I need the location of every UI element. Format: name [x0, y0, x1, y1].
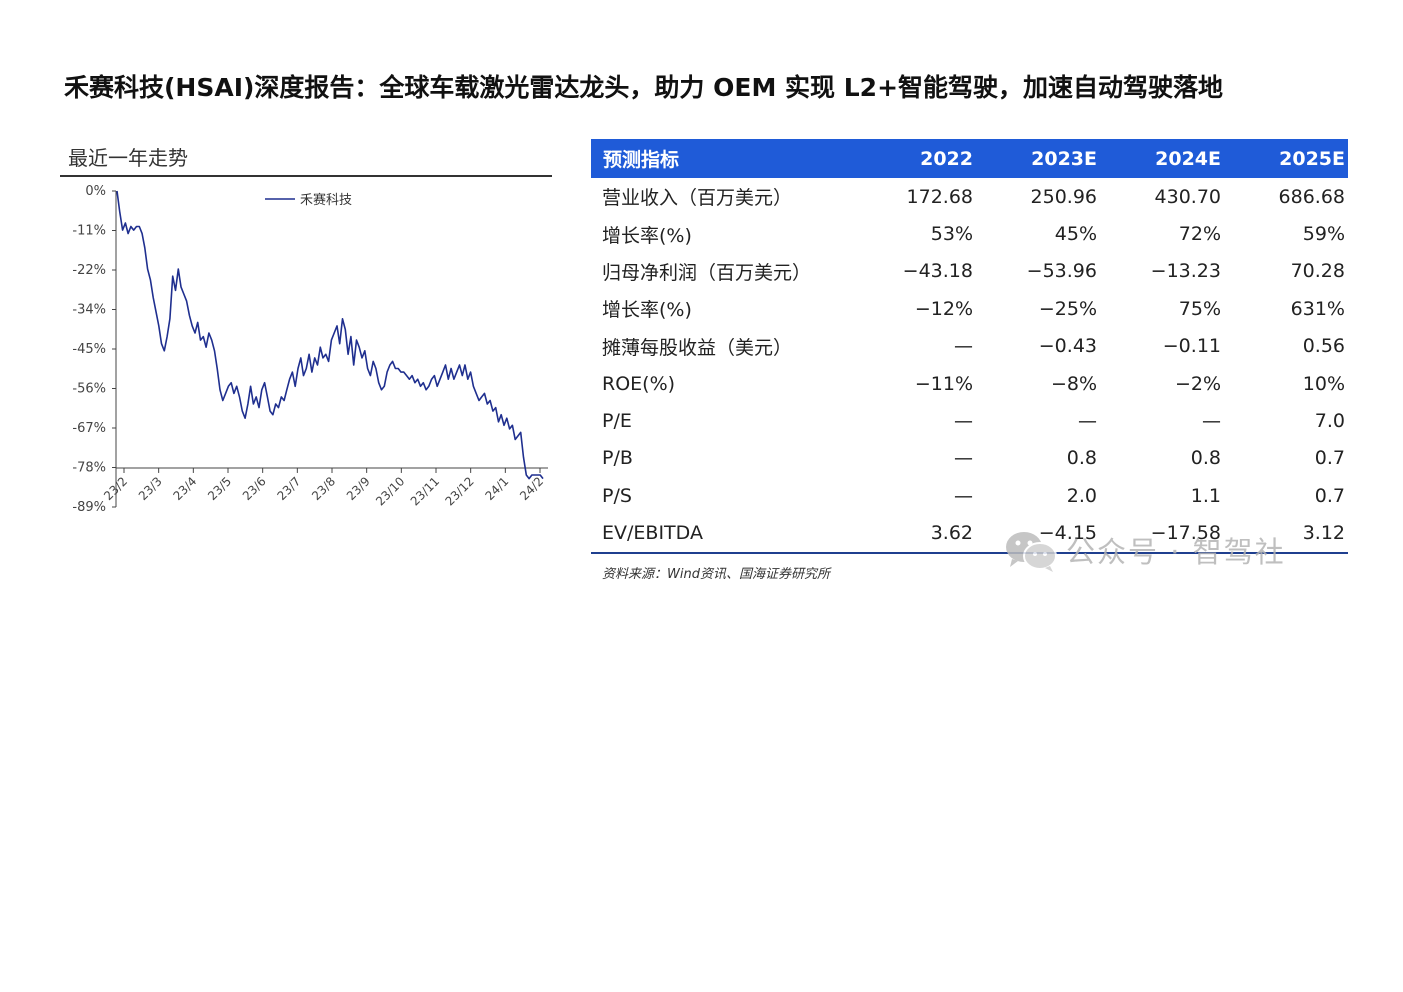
table-row: 营业收入（百万美元） 172.68 250.96 430.70 686.68	[591, 178, 1348, 215]
watermark: 公众号 · 智驾社	[1004, 527, 1344, 573]
x-tick-label: 24/2	[517, 474, 546, 503]
y-tick-label: -22%	[72, 263, 106, 278]
chart-title-divider	[60, 175, 552, 177]
y-tick-label: -34%	[72, 303, 106, 318]
x-tick-label: 23/8	[309, 474, 338, 503]
table-cell: 172.68	[906, 185, 973, 208]
table-cell: −8%	[1050, 372, 1097, 395]
table-cell: −2%	[1174, 372, 1221, 395]
y-tick-label: -45%	[72, 342, 106, 357]
table-row: P/S — 2.0 1.1 0.7	[591, 477, 1348, 514]
table-cell: 430.70	[1154, 185, 1221, 208]
legend-label: 禾赛科技	[300, 192, 352, 208]
series-line-0	[116, 190, 544, 480]
table-cell: 0.7	[1314, 447, 1345, 470]
x-tick-label: 23/10	[373, 474, 407, 508]
forecast-table-header: 预测指标 2022 2023E 2024E 2025E	[591, 139, 1348, 178]
x-tick-label: 23/6	[240, 474, 269, 503]
row-label: ROE(%)	[602, 372, 676, 395]
y-tick-label: -78%	[72, 461, 106, 476]
table-cell: —	[1078, 410, 1097, 433]
row-label: 增长率(%)	[602, 224, 692, 247]
header-indicator: 预测指标	[591, 139, 859, 178]
row-label: 归母净利润（百万美元）	[602, 261, 812, 284]
table-cell: 45%	[1054, 223, 1097, 246]
table-cell: −11%	[914, 372, 973, 395]
table-cell: 7.0	[1314, 410, 1345, 433]
table-cell: 70.28	[1290, 260, 1345, 283]
table-cell: 72%	[1178, 223, 1221, 246]
y-tick-label: -67%	[72, 421, 106, 436]
table-cell: −0.43	[1038, 335, 1097, 358]
header-year: 2024E	[1100, 139, 1224, 178]
y-tick-label: -11%	[72, 224, 106, 239]
row-label: 增长率(%)	[602, 299, 692, 322]
table-cell: −43.18	[902, 260, 973, 283]
row-label: 营业收入（百万美元）	[602, 187, 793, 210]
table-cell: 10%	[1302, 372, 1345, 395]
stock-trend-chart-panel: 最近一年走势 0% -11% -22% -34% -45% -56% -67% -78% -89…	[60, 138, 552, 528]
table-cell: 53%	[930, 223, 973, 246]
table-row: 增长率(%) −12% −25% 75% 631%	[591, 290, 1348, 327]
table-cell: 1.1	[1190, 484, 1221, 507]
table-row: 增长率(%) 53% 45% 72% 59%	[591, 215, 1348, 252]
header-year: 2022	[859, 139, 976, 178]
row-label: P/B	[602, 447, 633, 470]
table-cell: —	[954, 335, 973, 358]
row-label: 摊薄每股收益（美元）	[602, 336, 793, 359]
y-tick-label: -89%	[72, 500, 106, 515]
table-cell: 3.12	[1224, 514, 1348, 554]
chart-title: 最近一年走势	[68, 146, 188, 170]
table-row: ROE(%) −11% −8% −2% 10%	[591, 365, 1348, 402]
x-tick-label: 23/11	[408, 474, 442, 508]
y-tick-label: 0%	[85, 184, 106, 199]
table-cell: 0.8	[1190, 447, 1221, 470]
table-cell: 75%	[1178, 297, 1221, 320]
table-cell: −17.58	[1100, 514, 1224, 554]
table-cell: 631%	[1290, 297, 1345, 320]
wechat-icon	[1006, 532, 1057, 572]
table-cell: −25%	[1038, 297, 1097, 320]
table-cell: —	[954, 484, 973, 507]
forecast-table-container: 预测指标 2022 2023E 2024E 2025E 营业收入（百万美元） 172.68…	[591, 139, 1348, 554]
table-row: 摊薄每股收益（美元） — −0.43 −0.11 0.56	[591, 328, 1348, 365]
report-title: 禾赛科技(HSAI)深度报告：全球车载激光雷达龙头，助力 OEM 实现 L2+智…	[64, 73, 1224, 102]
y-tick-label: -56%	[72, 382, 106, 397]
table-cell: 59%	[1302, 223, 1345, 246]
x-tick-label: 23/5	[205, 474, 234, 503]
table-cell: 3.62	[859, 514, 976, 554]
table-cell: —	[954, 410, 973, 433]
x-tick-label: 23/9	[344, 474, 373, 503]
table-cell: −53.96	[1026, 260, 1097, 283]
price-line-chart: 0%-11%-22%-34%-45%-56%-67%-78%-89%23/2 23…	[72, 184, 548, 515]
x-tick-label: 23/12	[442, 474, 476, 508]
table-row: 归母净利润（百万美元） −43.18 −53.96 −13.23 70.28	[591, 253, 1348, 290]
header-year: 2025E	[1224, 139, 1348, 178]
table-cell: —	[954, 447, 973, 470]
row-label: EV/EBITDA	[591, 514, 859, 554]
table-cell: −13.23	[1150, 260, 1221, 283]
table-cell: 250.96	[1030, 185, 1097, 208]
table-cell: −12%	[914, 297, 973, 320]
x-tick-label: 23/7	[274, 474, 303, 503]
x-tick-label: 23/3	[136, 474, 165, 503]
table-cell: 2.0	[1066, 484, 1097, 507]
row-label: P/E	[602, 410, 632, 433]
x-tick-label: 23/4	[170, 474, 199, 503]
row-label: P/S	[602, 484, 632, 507]
header-year: 2023E	[976, 139, 1100, 178]
table-cell: 686.68	[1278, 185, 1345, 208]
table-row: P/E — — — 7.0	[591, 402, 1348, 439]
table-row: EV/EBITDA 3.62 −4.15 −17.58 3.12	[591, 514, 1348, 554]
table-cell: −0.11	[1162, 335, 1221, 358]
table-cell: 0.7	[1314, 484, 1345, 507]
table-row: P/B — 0.8 0.8 0.7	[591, 440, 1348, 477]
table-cell: 0.56	[1302, 335, 1345, 358]
table-cell: 0.8	[1066, 447, 1097, 470]
table-source-note: 资料来源：Wind资讯、国海证券研究所	[602, 567, 830, 582]
table-cell: —	[1202, 410, 1221, 433]
forecast-table: 预测指标 2022 2023E 2024E 2025E 营业收入（百万美元） 172.68…	[591, 139, 1348, 554]
x-tick-label: 24/1	[482, 474, 511, 503]
watermark-text: 公众号 · 智驾社	[1066, 535, 1286, 569]
